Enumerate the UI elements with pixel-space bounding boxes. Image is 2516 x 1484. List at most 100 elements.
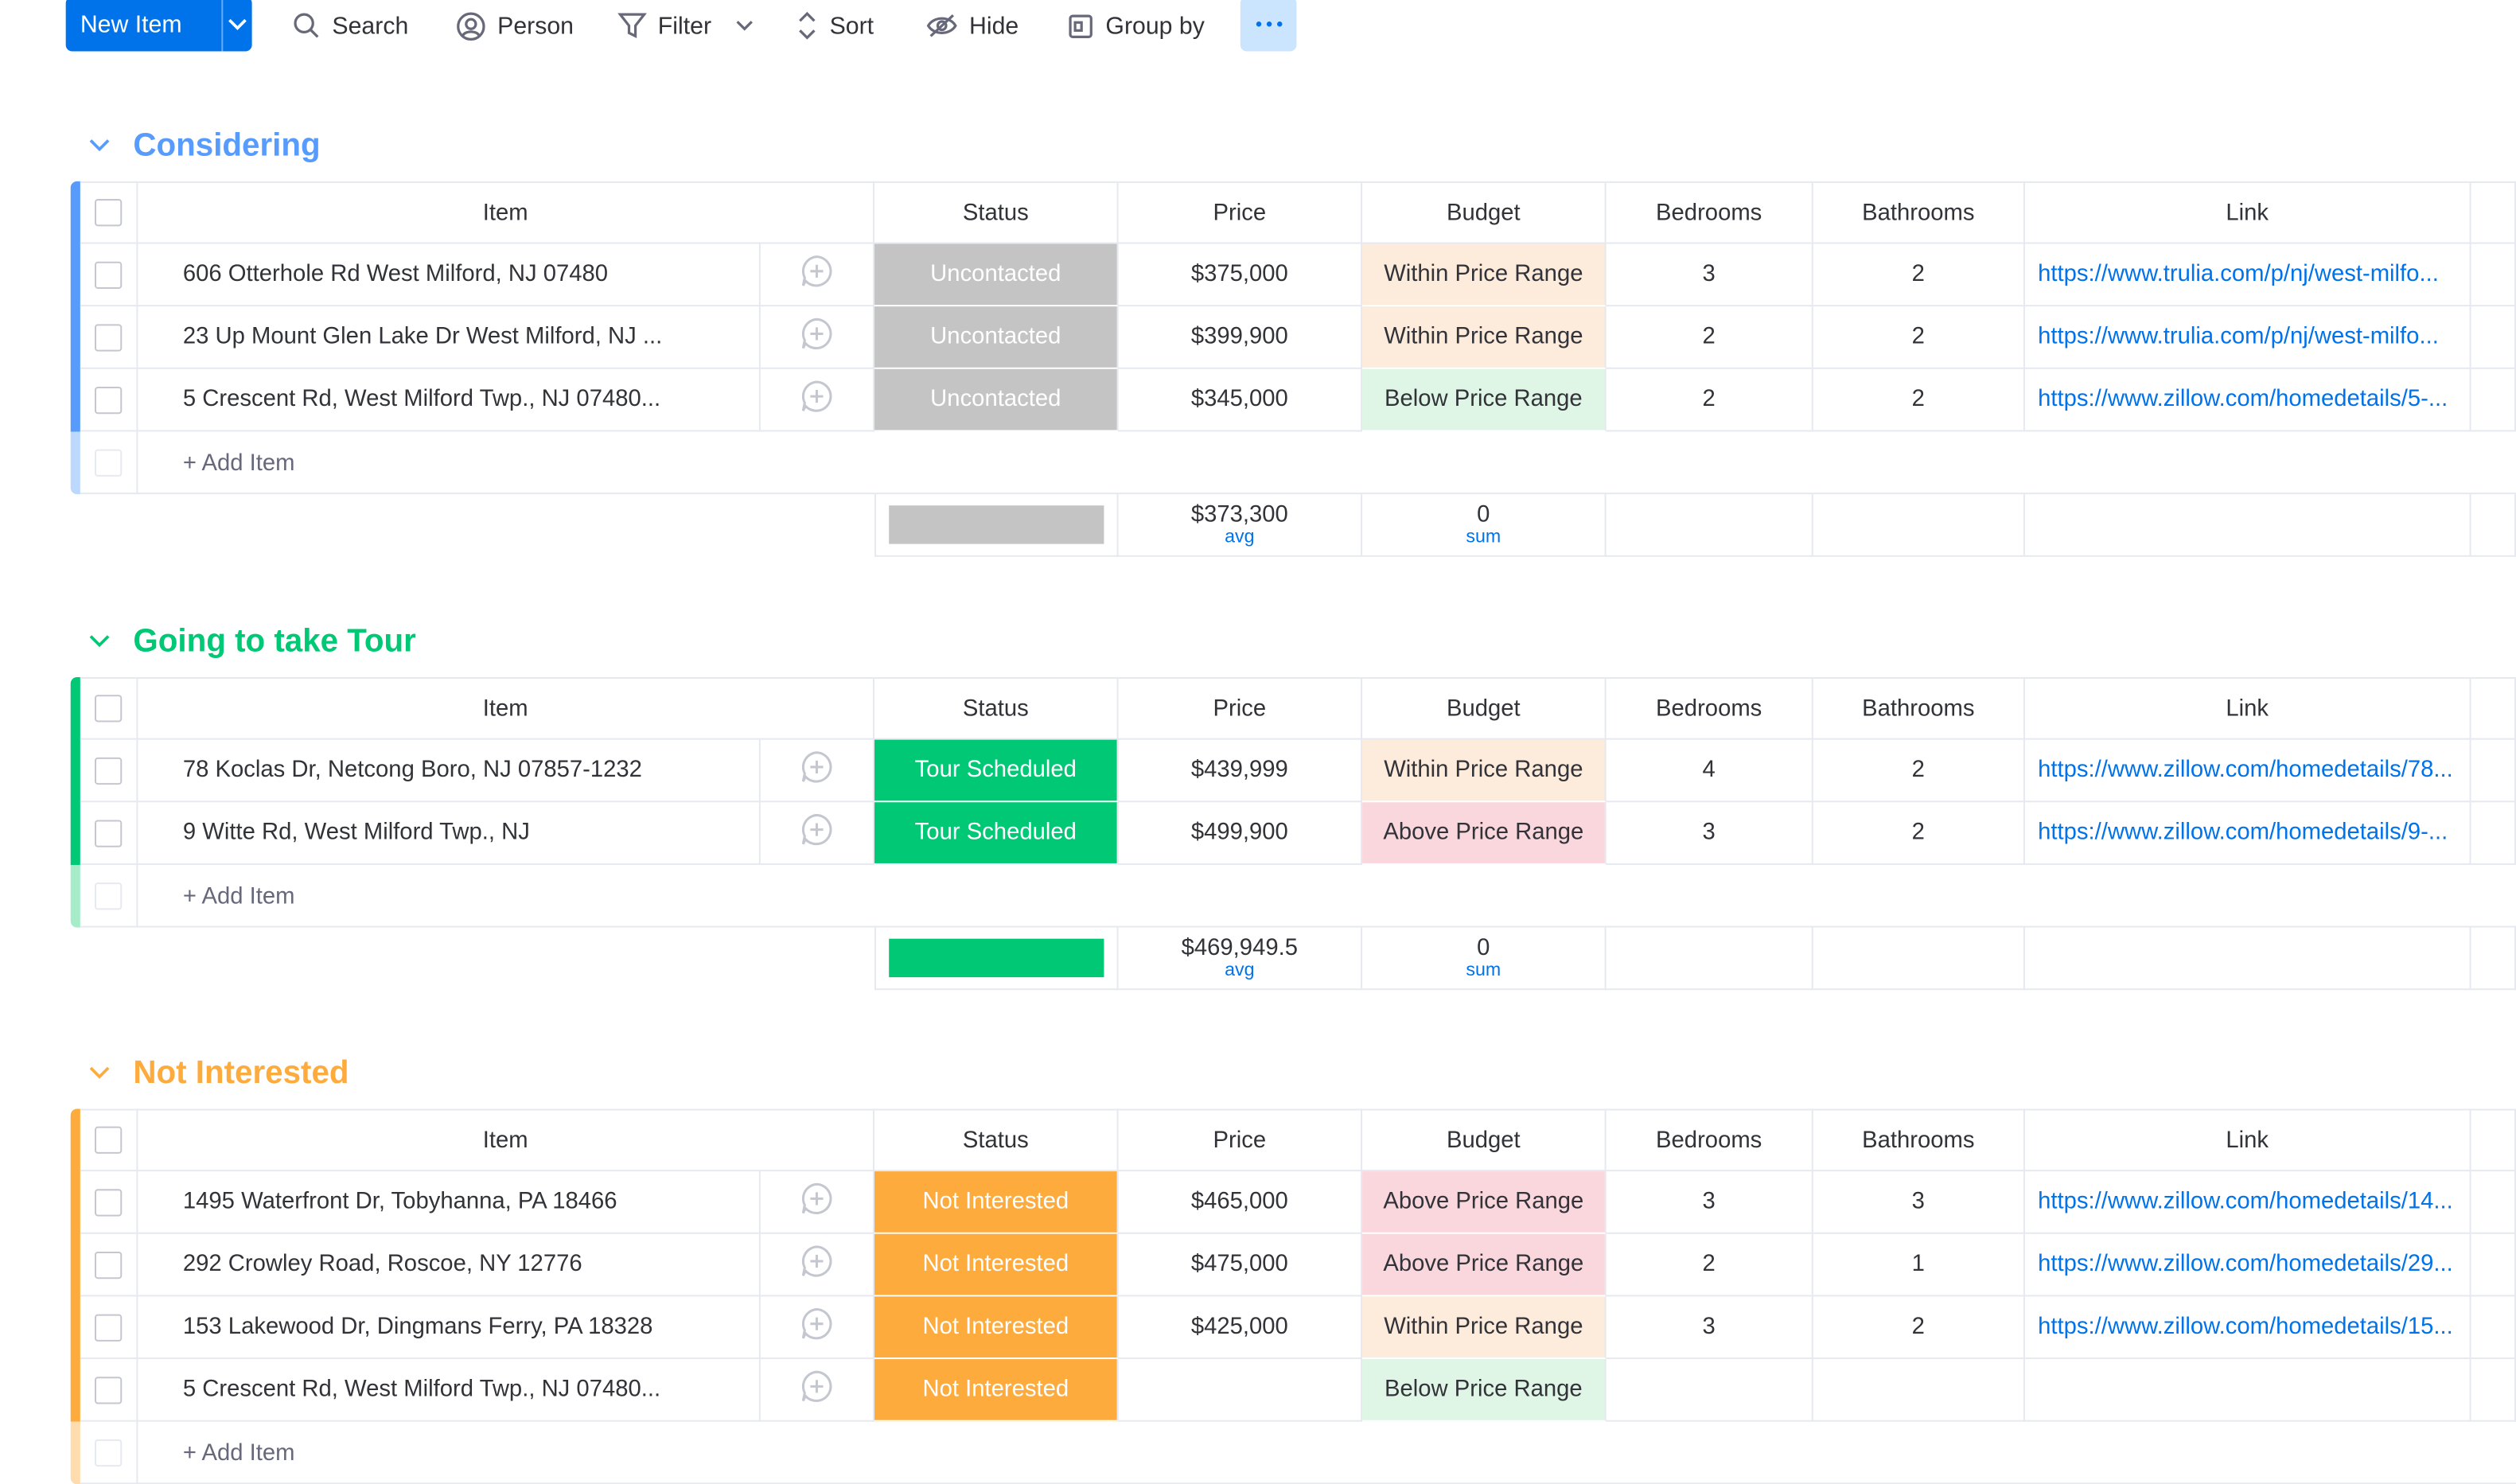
group-header[interactable]: Considering <box>88 122 321 169</box>
column-header-item[interactable]: Item <box>138 677 875 740</box>
column-header-bedrooms[interactable]: Bedrooms <box>1606 1108 1813 1172</box>
add-update-icon[interactable] <box>799 1369 834 1410</box>
cell-cb[interactable] <box>80 739 138 803</box>
cell-item[interactable]: 1495 Waterfront Dr, Tobyhanna, PA 18466 <box>138 1171 761 1234</box>
cell-item[interactable]: 9 Witte Rd, West Milford Twp., NJ <box>138 802 761 865</box>
column-header-bedrooms[interactable]: Bedrooms <box>1606 677 1813 740</box>
row-checkbox[interactable] <box>94 323 123 351</box>
cell-bedrooms[interactable]: 3 <box>1606 1296 1813 1360</box>
cell-budget[interactable]: Within Price Range <box>1362 739 1607 803</box>
select-all-checkbox[interactable] <box>94 695 123 723</box>
column-header-budget[interactable]: Budget <box>1362 181 1607 244</box>
table-row[interactable]: 5 Crescent Rd, West Milford Twp., NJ 074… <box>71 1359 2516 1422</box>
cell-cb[interactable] <box>80 1359 138 1422</box>
cell-bathrooms[interactable]: 2 <box>1813 739 2025 803</box>
sort-button[interactable]: Sort <box>796 6 874 45</box>
chevron-down-icon[interactable] <box>223 18 251 30</box>
cell-status[interactable]: Tour Scheduled <box>874 739 1119 803</box>
cell-conv[interactable] <box>760 802 875 865</box>
cell-status[interactable]: Uncontacted <box>874 368 1119 432</box>
add-update-icon[interactable] <box>799 1307 834 1348</box>
cell-price[interactable]: $439,999 <box>1118 739 1363 803</box>
cell-price[interactable]: $425,000 <box>1118 1296 1363 1360</box>
cell-cb[interactable] <box>80 1171 138 1234</box>
chevron-down-icon[interactable] <box>88 1059 111 1088</box>
cell-budget[interactable]: Within Price Range <box>1362 243 1607 307</box>
column-header-item[interactable]: Item <box>138 1108 875 1172</box>
cell-bedrooms[interactable]: 2 <box>1606 306 1813 369</box>
cell-cb[interactable] <box>80 1233 138 1297</box>
summary-price-agg[interactable]: avg <box>1225 527 1255 547</box>
table-row[interactable]: 9 Witte Rd, West Milford Twp., NJ Tour Sc… <box>71 802 2516 865</box>
row-checkbox[interactable] <box>94 1313 123 1341</box>
cell-conv[interactable] <box>760 306 875 369</box>
select-all-checkbox[interactable] <box>94 1126 123 1154</box>
cell-bathrooms[interactable]: 2 <box>1813 368 2025 432</box>
row-checkbox[interactable] <box>94 385 123 414</box>
cell-item[interactable]: 292 Crowley Road, Roscoe, NY 12776 <box>138 1233 761 1297</box>
add-update-icon[interactable] <box>799 1244 834 1285</box>
cell-price[interactable]: $399,900 <box>1118 306 1363 369</box>
cell-item[interactable]: 23 Up Mount Glen Lake Dr West Milford, N… <box>138 306 761 369</box>
row-checkbox[interactable] <box>94 756 123 785</box>
cell-price[interactable]: $499,900 <box>1118 802 1363 865</box>
table-row[interactable]: 606 Otterhole Rd West Milford, NJ 07480 U… <box>71 243 2516 307</box>
row-checkbox[interactable] <box>94 1250 123 1279</box>
group-by-button[interactable]: Group by <box>1067 6 1205 45</box>
cell-conv[interactable] <box>760 1171 875 1234</box>
table-row[interactable]: 78 Koclas Dr, Netcong Boro, NJ 07857-123… <box>71 739 2516 803</box>
cell-link[interactable]: https://www.zillow.com/homedetails/15... <box>2024 1296 2471 1360</box>
cell-bathrooms[interactable]: 2 <box>1813 306 2025 369</box>
row-checkbox[interactable] <box>94 260 123 288</box>
column-header-status[interactable]: Status <box>874 677 1119 740</box>
column-header-status[interactable]: Status <box>874 1108 1119 1172</box>
cell-bedrooms[interactable]: 2 <box>1606 368 1813 432</box>
cell-price[interactable]: $375,000 <box>1118 243 1363 307</box>
column-header-status[interactable]: Status <box>874 181 1119 244</box>
table-row[interactable]: 23 Up Mount Glen Lake Dr West Milford, N… <box>71 306 2516 369</box>
group-title[interactable]: Considering <box>133 127 321 163</box>
column-header-cb[interactable] <box>80 677 138 740</box>
cell-bedrooms[interactable]: 3 <box>1606 1171 1813 1234</box>
cell-status[interactable]: Tour Scheduled <box>874 802 1119 865</box>
summary-budget-agg[interactable]: sum <box>1466 960 1501 980</box>
column-header-cb[interactable] <box>80 181 138 244</box>
group-header[interactable]: Going to take Tour <box>88 617 416 665</box>
cell-bathrooms[interactable]: 3 <box>1813 1171 2025 1234</box>
column-header-link[interactable]: Link <box>2024 677 2471 740</box>
cell-bedrooms[interactable] <box>1606 1359 1813 1422</box>
cell-link[interactable]: https://www.zillow.com/homedetails/14... <box>2024 1171 2471 1234</box>
cell-budget[interactable]: Above Price Range <box>1362 1233 1607 1297</box>
column-header-price[interactable]: Price <box>1118 1108 1363 1172</box>
column-header-budget[interactable]: Budget <box>1362 677 1607 740</box>
cell-conv[interactable] <box>760 1359 875 1422</box>
group-header[interactable]: Not Interested <box>88 1050 349 1097</box>
cell-status[interactable]: Not Interested <box>874 1359 1119 1422</box>
cell-cb[interactable] <box>80 243 138 307</box>
add-item-row[interactable]: + Add Item <box>71 431 2516 495</box>
summary-price-agg[interactable]: avg <box>1225 960 1255 980</box>
cell-cb[interactable] <box>80 802 138 865</box>
cell-budget[interactable]: Above Price Range <box>1362 802 1607 865</box>
cell-bedrooms[interactable]: 3 <box>1606 802 1813 865</box>
table-row[interactable]: 153 Lakewood Dr, Dingmans Ferry, PA 1832… <box>71 1296 2516 1360</box>
group-title[interactable]: Not Interested <box>133 1054 349 1091</box>
cell-cb[interactable] <box>80 368 138 432</box>
add-update-icon[interactable] <box>799 812 834 853</box>
cell-link[interactable]: https://www.zillow.com/homedetails/29... <box>2024 1233 2471 1297</box>
column-header-link[interactable]: Link <box>2024 1108 2471 1172</box>
cell-bathrooms[interactable]: 2 <box>1813 802 2025 865</box>
table-row[interactable]: 292 Crowley Road, Roscoe, NY 12776 Not In… <box>71 1233 2516 1297</box>
group-title[interactable]: Going to take Tour <box>133 623 416 659</box>
cell-price[interactable] <box>1118 1359 1363 1422</box>
chevron-down-icon[interactable] <box>735 19 754 32</box>
cell-status[interactable]: Uncontacted <box>874 306 1119 369</box>
cell-item[interactable]: 153 Lakewood Dr, Dingmans Ferry, PA 1832… <box>138 1296 761 1360</box>
add-item-row[interactable]: + Add Item <box>71 1421 2516 1484</box>
cell-budget[interactable]: Below Price Range <box>1362 368 1607 432</box>
cell-status[interactable]: Not Interested <box>874 1296 1119 1360</box>
column-header-bathrooms[interactable]: Bathrooms <box>1813 181 2025 244</box>
cell-price[interactable]: $345,000 <box>1118 368 1363 432</box>
summary-budget-agg[interactable]: sum <box>1466 527 1501 547</box>
cell-budget[interactable]: Within Price Range <box>1362 306 1607 369</box>
